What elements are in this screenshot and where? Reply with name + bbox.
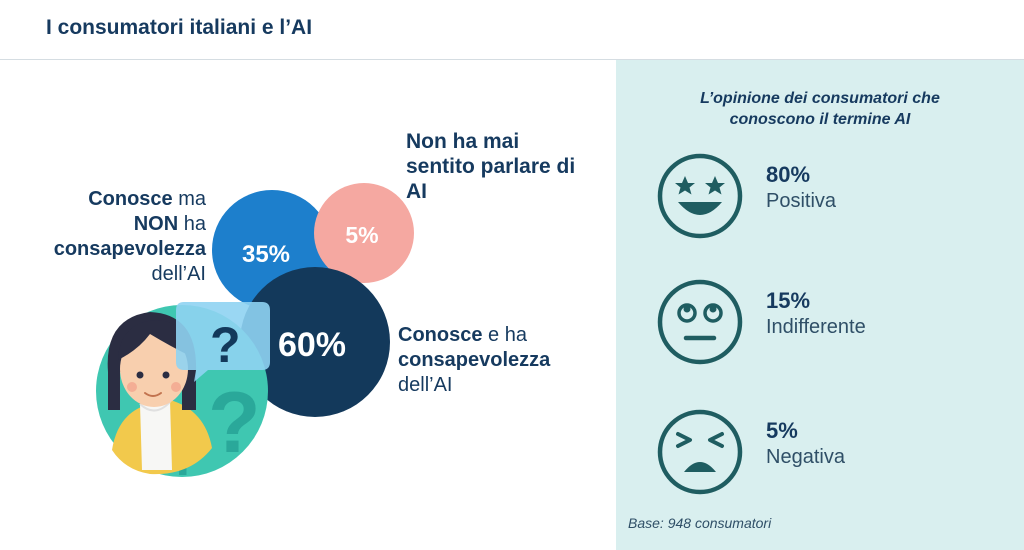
header: I consumatori italiani e l’AI bbox=[0, 0, 1024, 60]
question-mark-icon: ? bbox=[210, 317, 241, 373]
opinion-indifferent-label: Indifferente bbox=[766, 316, 866, 338]
star-eyes-face-icon bbox=[657, 153, 743, 239]
frown-face-icon bbox=[657, 409, 743, 495]
opinion-positive-label: Positiva bbox=[766, 190, 837, 212]
opinion-negative: 5% Negativa bbox=[656, 408, 1016, 498]
opinion-indifferent: 15% Indifferente bbox=[656, 278, 1016, 368]
label-aware-not: Conosce ma NON ha consapevolezza dell’AI bbox=[53, 188, 206, 285]
opinion-negative-pct: 5% bbox=[766, 418, 798, 443]
page-title: I consumatori italiani e l’AI bbox=[46, 16, 313, 39]
eye-roll-face-icon bbox=[657, 279, 743, 365]
bubble-60 bbox=[240, 267, 390, 417]
opinion-negative-label: Negativa bbox=[766, 446, 845, 468]
label-never-heard: Non ha mai sentito parlare di AI bbox=[406, 130, 576, 203]
person-illustration: ? ? bbox=[96, 305, 268, 487]
label-aware: Conosce e ha consapevolezza dell’AI bbox=[398, 324, 551, 396]
bubble-5 bbox=[314, 183, 414, 283]
bubble-35-value: 35% bbox=[242, 241, 290, 268]
opinion-positive: 80% Positiva bbox=[656, 152, 1016, 242]
opinion-positive-pct: 80% bbox=[766, 162, 811, 187]
base-note: Base: 948 consumatori bbox=[628, 515, 772, 531]
bubble-chart: ? ? ? 35% 5% 60% bbox=[96, 183, 414, 487]
question-mark-icon: ? bbox=[208, 375, 261, 471]
bubble-60-value: 60% bbox=[278, 326, 346, 364]
opinion-indifferent-pct: 15% bbox=[766, 288, 811, 313]
question-speech-bubble: ? bbox=[176, 302, 270, 382]
opinion-panel: L’opinione dei consumatori che conoscono… bbox=[616, 60, 1024, 550]
bubble-5-value: 5% bbox=[345, 222, 378, 248]
opinion-panel-title: L’opinione dei consumatori che conoscono… bbox=[700, 90, 940, 128]
